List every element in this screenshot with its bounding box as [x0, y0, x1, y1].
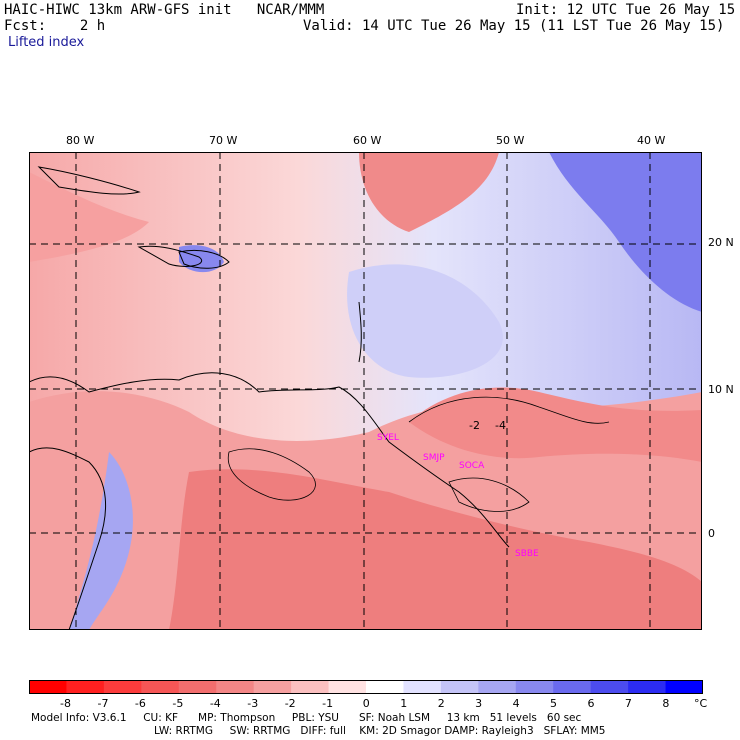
stations: SYEL SMJP SOCA SBBE [377, 433, 539, 559]
colorbar-swatch [178, 680, 217, 694]
colorbar-swatch [440, 680, 479, 694]
colorbar-swatch [665, 680, 703, 694]
lifted-index-map: -2 -4 SYEL SMJP SOCA SBBE [29, 152, 702, 630]
colorbar-tick-label: -1 [322, 697, 334, 710]
colorbar-swatch [366, 680, 404, 694]
lat-label: 0 [708, 527, 715, 540]
colorbar-swatch [515, 680, 554, 694]
station-label: SOCA [459, 461, 485, 471]
lon-label: 60 W [353, 134, 382, 147]
colorbar-tick-label: -5 [172, 697, 184, 710]
colorbar [29, 680, 703, 694]
contour-label: -4 [495, 419, 506, 432]
colorbar-tick-label: 6 [587, 697, 595, 710]
model-title: HAIC-HIWC 13km ARW-GFS init NCAR/MMM [4, 2, 325, 18]
lon-label: 80 W [66, 134, 95, 147]
cool-region-hispaniola [179, 245, 224, 273]
colorbar-swatch [328, 680, 367, 694]
warm-region-north [359, 152, 499, 232]
colorbar-swatch [590, 680, 629, 694]
colorbar-tick-label: -7 [97, 697, 109, 710]
init-time: Init: 12 UTC Tue 26 May 15 [516, 2, 736, 18]
colorbar-swatch [66, 680, 105, 694]
colorbar-tick-label: 1 [400, 697, 408, 710]
model-info-line1: Model Info: V3.6.1 CU: KF MP: Thompson P… [31, 712, 582, 724]
map-frame [29, 152, 702, 630]
colorbar-swatch [628, 680, 667, 694]
warm-region-atlantic [409, 387, 702, 462]
colorbar-tick-label: 0 [362, 697, 370, 710]
cool-region-central [347, 264, 503, 378]
lon-label: 40 W [637, 134, 666, 147]
lat-label: 10 N [708, 383, 734, 396]
contour-label: -2 [469, 419, 480, 432]
cool-region-northeast [549, 152, 702, 312]
lat-lon-grid [29, 152, 702, 630]
station-label: SYEL [377, 433, 399, 443]
colorbar-tick-label: 2 [437, 697, 445, 710]
colorbar-tick-label: -4 [209, 697, 221, 710]
colorbar-tick-label: 7 [624, 697, 632, 710]
colorbar-frame [29, 680, 703, 694]
colorbar-tick-label: 5 [550, 697, 558, 710]
colorbar-tick-label: 8 [662, 697, 670, 710]
colorbar-swatch [291, 680, 330, 694]
colorbar-swatch [103, 680, 142, 694]
colorbar-unit: °C [694, 697, 708, 710]
colorbar-tick-label: -2 [284, 697, 296, 710]
warm-region-deep [169, 469, 702, 630]
station-label: SBBE [515, 549, 539, 559]
colorbar-swatch [253, 680, 292, 694]
colorbar-tick-label: 4 [512, 697, 520, 710]
lon-label: 70 W [209, 134, 238, 147]
contours [227, 396, 610, 512]
colorbar-tick-label: -6 [134, 697, 146, 710]
station-label: SMJP [423, 453, 445, 463]
lon-label: 50 W [496, 134, 525, 147]
colorbar-swatch [553, 680, 592, 694]
valid-time: Valid: 14 UTC Tue 26 May 15 (11 LST Tue … [303, 18, 725, 34]
colorbar-tick-label: -3 [247, 697, 259, 710]
colorbar-tick-label: 3 [475, 697, 483, 710]
forecast-hour: Fcst: 2 h [4, 18, 106, 34]
colorbar-swatch [216, 680, 255, 694]
warm-region-caribbean [29, 172, 149, 262]
colorbar-swatch [29, 680, 67, 694]
lat-label: 20 N [708, 236, 734, 249]
model-info-line2: LW: RRTMG SW: RRTMG DIFF: full KM: 2D Sm… [154, 725, 606, 737]
field-name: Lifted index [8, 35, 85, 50]
colorbar-swatch [403, 680, 442, 694]
colorbar-swatch [478, 680, 517, 694]
cool-region-andes [69, 452, 133, 630]
colorbar-tick-label: -8 [60, 697, 71, 710]
colorbar-swatch [141, 680, 180, 694]
